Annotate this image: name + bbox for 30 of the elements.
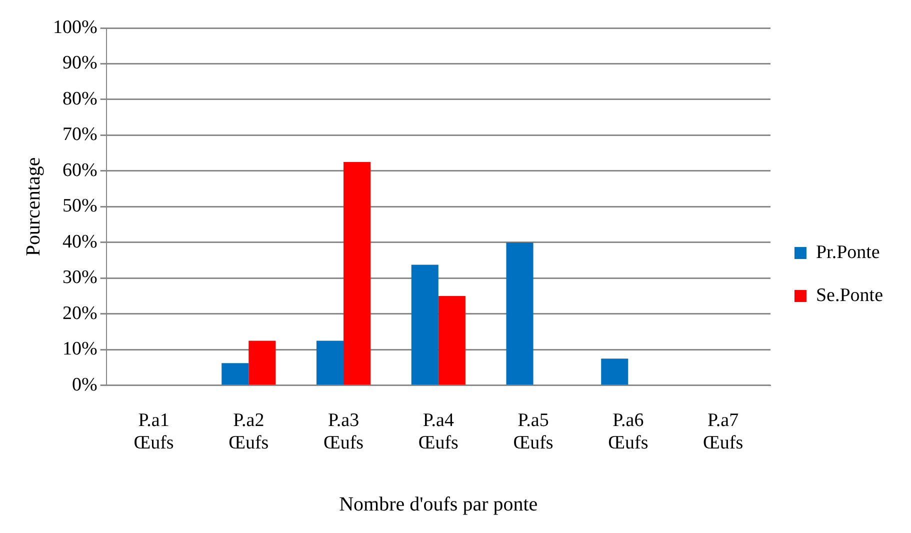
x-tick-label: P.a2 Œufs <box>228 410 269 454</box>
x-tick-label: P.a5 Œufs <box>513 410 554 454</box>
y-tick-label: 100% <box>53 16 98 38</box>
y-axis-title: Pourcentage <box>22 157 44 256</box>
y-tick-label: 0% <box>72 374 98 396</box>
bar <box>411 264 438 385</box>
y-tick-label: 90% <box>62 52 98 74</box>
y-tick-label: 50% <box>62 196 98 217</box>
y-tick-label: 60% <box>62 160 98 181</box>
y-tick-label: 70% <box>62 124 98 146</box>
x-tick-label: P.a7 Œufs <box>702 410 744 454</box>
legend-label: Pr.Ponte <box>816 242 880 263</box>
bar <box>438 296 466 385</box>
bar <box>506 242 534 385</box>
y-tick-label: 80% <box>62 88 98 110</box>
y-tick-label: 20% <box>62 302 98 324</box>
bar <box>222 363 249 385</box>
x-tick-label: P.a4 Œufs <box>418 410 458 454</box>
bar <box>248 340 276 385</box>
bar <box>344 162 371 385</box>
bar <box>316 340 344 385</box>
y-tick-label: 30% <box>62 267 98 288</box>
x-tick-label: P.a1 Œufs <box>134 410 174 454</box>
x-tick-label: P.a3 Œufs <box>323 410 364 454</box>
y-tick-label: 10% <box>62 338 98 360</box>
x-axis-title: Nombre d'oufs par ponte <box>339 493 538 516</box>
bar <box>601 358 628 385</box>
y-tick-label: 40% <box>62 231 98 252</box>
legend-label: Se.Ponte <box>816 284 883 306</box>
x-tick-label: P.a6 Œufs <box>608 410 648 454</box>
